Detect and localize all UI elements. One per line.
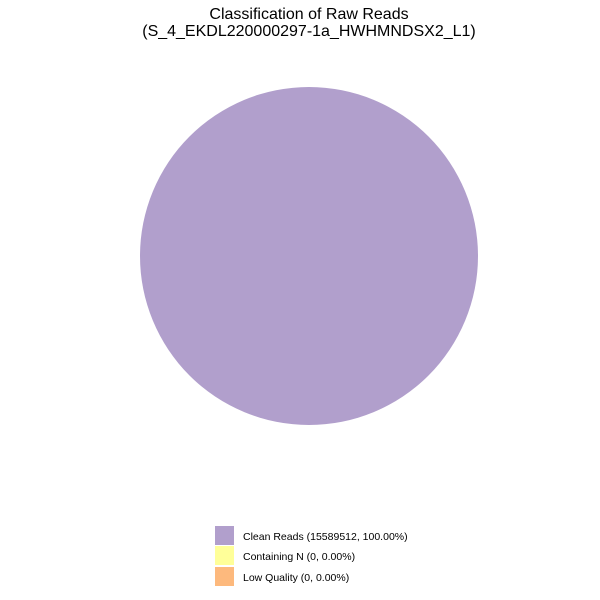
legend-swatch-clean-reads [215, 526, 234, 545]
legend-label-clean-reads: Clean Reads (15589512, 100.00%) [243, 531, 408, 543]
legend-swatch-containing-n [215, 546, 234, 565]
legend-swatch-low-quality [215, 567, 234, 586]
legend-label-low-quality: Low Quality (0, 0.00%) [243, 572, 349, 584]
legend: Clean Reads (15589512, 100.00%) Containi… [215, 526, 408, 586]
chart-title: Classification of Raw Reads [209, 6, 408, 23]
legend-label-containing-n: Containing N (0, 0.00%) [243, 551, 355, 563]
pie-slice-clean-reads [140, 87, 478, 425]
chart-subtitle: (S_4_EKDL220000297-1a_HWHMNDSX2_L1) [142, 23, 476, 40]
pie-slices [140, 87, 478, 425]
